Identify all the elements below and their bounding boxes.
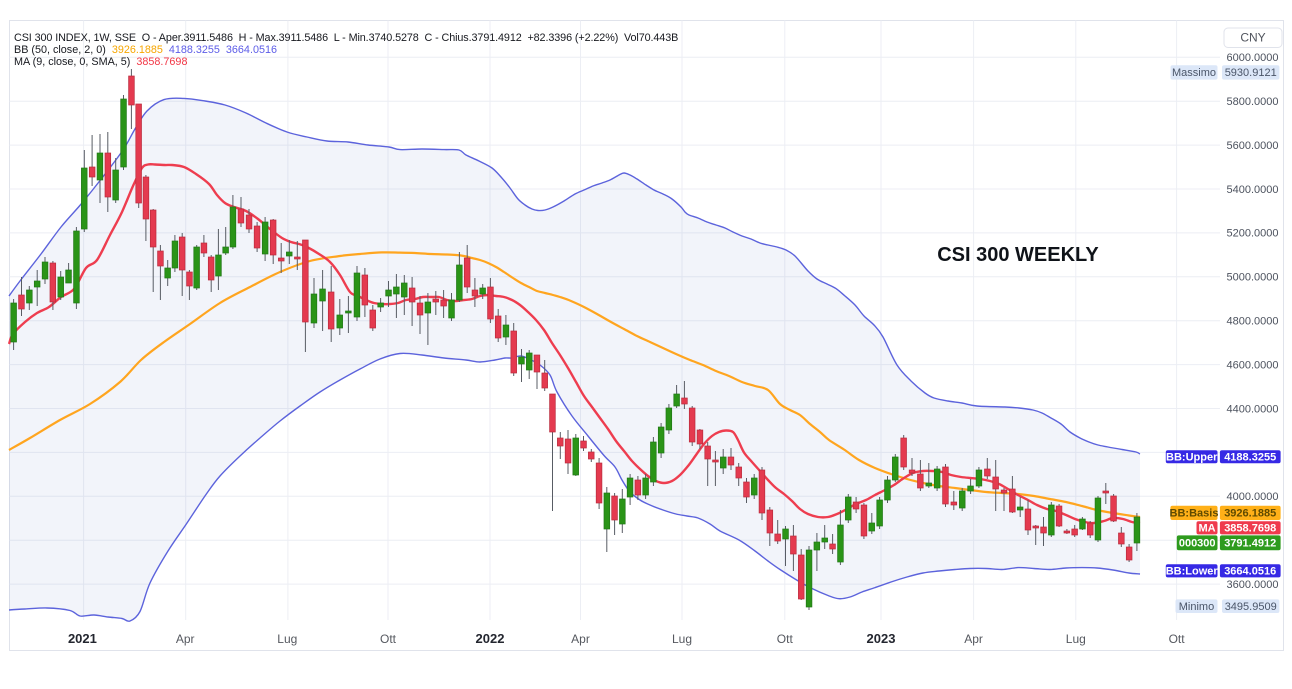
- svg-text:Ott: Ott: [777, 632, 794, 646]
- svg-text:Massimo: Massimo: [1172, 67, 1216, 79]
- svg-text:3858.7698: 3858.7698: [1224, 523, 1276, 535]
- svg-text:4800.0000: 4800.0000: [1227, 316, 1279, 328]
- svg-text:BB:Lower: BB:Lower: [1166, 566, 1219, 578]
- svg-text:3791.4912: 3791.4912: [1224, 538, 1276, 550]
- svg-text:4600.0000: 4600.0000: [1227, 359, 1279, 371]
- svg-text:5200.0000: 5200.0000: [1227, 228, 1279, 240]
- svg-text:6000.0000: 6000.0000: [1227, 52, 1279, 64]
- svg-text:5930.9121: 5930.9121: [1225, 67, 1277, 79]
- svg-text:Lug: Lug: [672, 632, 692, 646]
- svg-text:Apr: Apr: [176, 632, 195, 646]
- svg-text:5600.0000: 5600.0000: [1227, 140, 1279, 152]
- svg-text:3926.1885: 3926.1885: [1224, 508, 1276, 520]
- svg-text:Ott: Ott: [1169, 632, 1186, 646]
- svg-text:Ott: Ott: [380, 632, 397, 646]
- svg-text:3495.9509: 3495.9509: [1225, 601, 1277, 613]
- svg-text:000300: 000300: [1179, 538, 1216, 550]
- svg-text:5400.0000: 5400.0000: [1227, 184, 1279, 196]
- svg-text:BB:Upper: BB:Upper: [1166, 452, 1218, 464]
- svg-text:2022: 2022: [476, 631, 505, 646]
- svg-text:5000.0000: 5000.0000: [1227, 272, 1279, 284]
- svg-text:2021: 2021: [68, 631, 97, 646]
- svg-text:4188.3255: 4188.3255: [1224, 452, 1276, 464]
- svg-text:MA (9, close, 0, SMA, 5) 3858: MA (9, close, 0, SMA, 5) 3858.7698: [14, 56, 187, 68]
- svg-text:Apr: Apr: [964, 632, 983, 646]
- svg-text:5800.0000: 5800.0000: [1227, 96, 1279, 108]
- svg-text:4000.0000: 4000.0000: [1227, 491, 1279, 503]
- svg-text:CSI 300 INDEX, 1W, SSE O - Ap: CSI 300 INDEX, 1W, SSE O - Aper.3911.548…: [14, 32, 678, 44]
- svg-text:Lug: Lug: [1066, 632, 1086, 646]
- svg-text:Minimo: Minimo: [1179, 601, 1214, 613]
- svg-text:3664.0516: 3664.0516: [1224, 566, 1276, 578]
- svg-text:CSI 300 WEEKLY: CSI 300 WEEKLY: [937, 244, 1099, 266]
- svg-text:BB (50, close, 2, 0) 3926.188: BB (50, close, 2, 0) 3926.1885 4188.3255…: [14, 44, 277, 56]
- svg-text:Lug: Lug: [277, 632, 297, 646]
- svg-text:3600.0000: 3600.0000: [1227, 579, 1279, 591]
- svg-text:BB:Basis: BB:Basis: [1170, 508, 1219, 520]
- svg-text:4400.0000: 4400.0000: [1227, 403, 1279, 415]
- svg-text:Apr: Apr: [571, 632, 590, 646]
- svg-text:CNY: CNY: [1240, 31, 1265, 45]
- svg-text:2023: 2023: [867, 631, 896, 646]
- svg-text:MA: MA: [1198, 523, 1215, 535]
